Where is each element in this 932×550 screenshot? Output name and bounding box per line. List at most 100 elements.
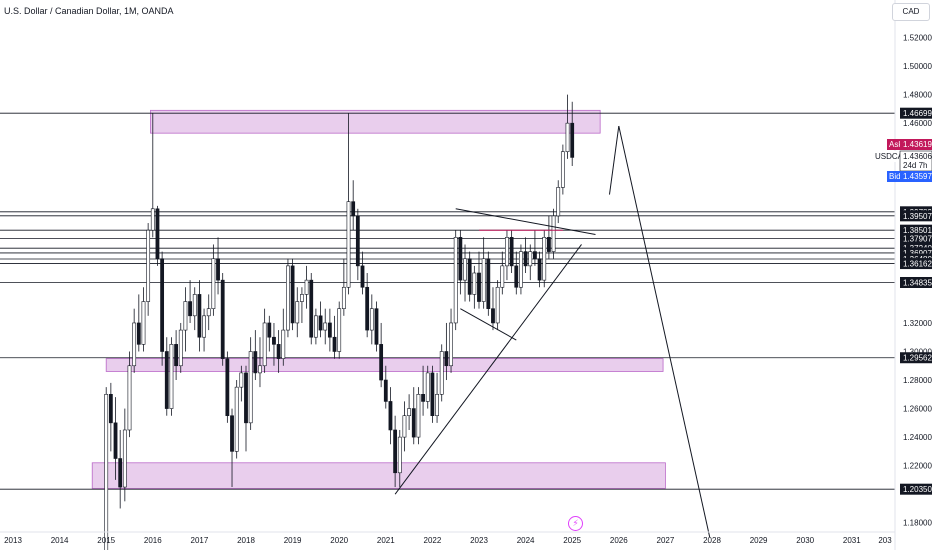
- level-label-bg-10: [900, 352, 932, 364]
- candle-body-19: [192, 294, 197, 317]
- candle-body-77: [463, 258, 467, 281]
- candle-body-31: [248, 351, 253, 424]
- level-label-bg-11: [900, 483, 932, 495]
- y-tick-3: 1.46000: [903, 119, 932, 128]
- candle-body-6: [132, 322, 137, 367]
- time-axis[interactable]: 2013 2014 2015 2016 2017 2018 2019 2020 2021 2022…: [4, 536, 892, 545]
- candle-body-27: [230, 415, 234, 452]
- x-tick-3: 2016: [144, 536, 162, 545]
- y-tick-10: 1.18000: [903, 519, 932, 528]
- candle-body-15: [174, 344, 179, 367]
- candle-body-43: [304, 279, 309, 295]
- candle-body-24: [216, 258, 220, 281]
- candle-body-58: [374, 308, 379, 345]
- candle-body-35: [267, 322, 272, 338]
- candle-body-56: [365, 286, 370, 331]
- level-label-bg-9: [900, 276, 932, 288]
- candle-body-44: [309, 279, 314, 338]
- y-tick-8: 1.24000: [903, 433, 932, 442]
- candle-body-37: [276, 344, 281, 359]
- lightning-icon[interactable]: ⚡: [568, 516, 583, 531]
- ask-value-bg: [900, 139, 932, 150]
- candle-body-40: [290, 265, 295, 324]
- candle-body-25: [220, 279, 225, 359]
- x-tick-8: 2021: [377, 536, 395, 545]
- ask-label: Ask: [889, 140, 903, 149]
- candle-body-1: [108, 393, 113, 424]
- bid-value: 1.43597: [903, 172, 932, 181]
- bid-value-bg: [900, 171, 932, 182]
- candle-body-23: [211, 258, 216, 309]
- x-tick-15: 2028: [703, 536, 721, 545]
- candle-body-32: [253, 351, 258, 374]
- y-tick-0: 1.52000: [903, 34, 932, 43]
- candle-body-39: [286, 265, 290, 331]
- candle-body-30: [244, 372, 248, 424]
- candle-body-51: [341, 286, 346, 309]
- candle-body-28: [234, 386, 239, 452]
- candle-body-63: [397, 436, 402, 474]
- candle-body-0: [104, 393, 109, 550]
- candle-body-88: [514, 265, 519, 288]
- projection-4: [608, 125, 620, 195]
- trendline-1: [455, 208, 596, 235]
- projection-5: [618, 125, 711, 538]
- candle-body-53: [351, 201, 356, 217]
- candle-body-12: [160, 258, 165, 352]
- price-axis[interactable]: 1.52000 1.50000 1.48000 1.46000 1.32000 1.300…: [903, 34, 932, 528]
- candle-body-29: [239, 372, 244, 388]
- symbol-tag: [874, 151, 900, 162]
- candle-body-47: [323, 322, 328, 331]
- level-label-3: 1.38501: [903, 226, 932, 235]
- level-label-bg-4: [900, 233, 932, 245]
- candle-body-61: [388, 401, 393, 431]
- candle-body-83: [491, 308, 495, 324]
- candle-body-8: [141, 301, 146, 345]
- x-tick-5: 2018: [237, 536, 255, 545]
- level-label-6: 1.36907: [903, 249, 932, 258]
- candle-body-34: [262, 322, 267, 367]
- last-value: 1.43606: [903, 152, 932, 161]
- y-tick-2: 1.48000: [903, 91, 932, 100]
- level-label-bg-8: [900, 258, 932, 270]
- candle-body-90: [523, 251, 528, 267]
- candle-body-18: [188, 301, 192, 317]
- candle-body-57: [369, 308, 374, 331]
- x-tick-14: 2027: [657, 536, 675, 545]
- y-tick-7: 1.26000: [903, 405, 932, 414]
- candle-body-69: [425, 372, 430, 402]
- candle-body-89: [519, 251, 523, 288]
- trendline-2: [460, 308, 517, 341]
- candle-body-91: [528, 251, 533, 267]
- candle-body-98: [560, 151, 565, 188]
- countdown: 24d 7h: [903, 161, 927, 170]
- zone-0: [150, 109, 601, 134]
- candle-body-66: [411, 408, 416, 438]
- candle-body-76: [458, 237, 463, 281]
- candle-body-36: [272, 336, 276, 345]
- x-tick-16: 2029: [750, 536, 768, 545]
- candle-body-65: [407, 408, 412, 417]
- candle-body-50: [337, 308, 342, 352]
- candle-body-48: [327, 322, 332, 338]
- candle-body-52: [346, 201, 351, 288]
- candle-body-96: [551, 215, 556, 252]
- level-label-bg-2: [900, 210, 932, 222]
- x-tick-18: 2031: [843, 536, 861, 545]
- candle-body-22: [206, 308, 211, 317]
- candle-body-100: [570, 122, 575, 158]
- candle-body-16: [178, 329, 183, 367]
- currency-button[interactable]: CAD: [892, 3, 930, 21]
- candle-body-79: [472, 272, 477, 295]
- candle-body-13: [164, 351, 169, 409]
- level-label-2: 1.39507: [903, 212, 932, 221]
- x-tick-19: 203: [878, 536, 892, 545]
- candle-body-59: [379, 344, 384, 381]
- candle-body-3: [118, 458, 123, 488]
- candle-body-72: [439, 351, 444, 395]
- x-tick-1: 2014: [51, 536, 69, 545]
- candle-body-67: [416, 393, 421, 438]
- x-tick-17: 2030: [796, 536, 814, 545]
- x-tick-12: 2025: [563, 536, 581, 545]
